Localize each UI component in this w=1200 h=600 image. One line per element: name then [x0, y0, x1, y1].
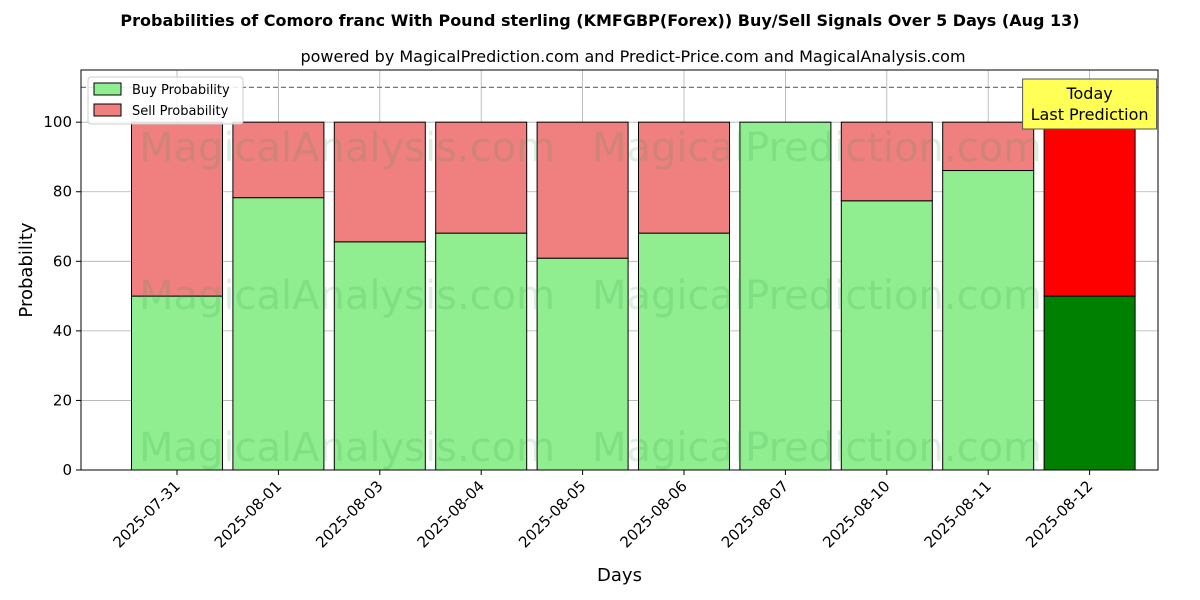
- watermark-text: MagicalAnalysis.com: [139, 425, 555, 471]
- x-tick-label: 2025-08-01: [211, 477, 285, 551]
- annotation-box: [1022, 78, 1158, 130]
- x-axis-label: Days: [597, 565, 642, 586]
- chart-subtitle: powered by MagicalPrediction.com and Pre…: [300, 47, 965, 66]
- bar-sell: [333, 121, 426, 243]
- watermark-text: MagicalPrediction.com: [592, 125, 1042, 171]
- x-tick-label: 2025-08-11: [921, 477, 995, 551]
- bar-buy: [1043, 295, 1136, 471]
- bar-buy: [942, 170, 1035, 471]
- legend-buy-swatch: [93, 82, 122, 96]
- bar-buy: [333, 241, 426, 471]
- bar-buy: [840, 200, 933, 471]
- x-tick-label: 2025-08-04: [414, 477, 488, 551]
- bar-sell: [638, 121, 730, 234]
- y-tick-label: 40: [53, 322, 72, 340]
- watermark-text: MagicalAnalysis.com: [139, 125, 555, 171]
- bar-sell: [435, 121, 528, 234]
- x-tick-label: 2025-08-06: [616, 477, 690, 551]
- annotation-line-2: Last Prediction: [1031, 105, 1149, 124]
- y-tick-label: 60: [53, 252, 72, 270]
- annotation-line-1: Today: [1065, 84, 1112, 103]
- legend-sell-swatch: [93, 103, 122, 117]
- legend-box: [87, 76, 244, 125]
- x-tick-label: 2025-07-31: [109, 477, 183, 551]
- chart-title: Probabilities of Comoro franc With Pound…: [120, 11, 1079, 30]
- x-tick-label: 2025-08-07: [718, 477, 792, 551]
- bar-sell: [840, 121, 933, 202]
- watermarks: MagicalAnalysis.com MagicalPrediction.com…: [139, 125, 1042, 471]
- bar-sell: [942, 121, 1035, 172]
- legend-sell-label: Sell Probability: [132, 104, 229, 119]
- legend: Buy Probability Sell Probability: [87, 76, 244, 125]
- bar-buy: [536, 257, 629, 471]
- bars: [131, 121, 1136, 471]
- bar-buy: [131, 295, 223, 471]
- today-annotation: Today Last Prediction: [1022, 78, 1158, 130]
- bar-buy: [638, 232, 730, 471]
- bar-sell: [131, 121, 223, 297]
- legend-buy-label: Buy Probability: [132, 83, 230, 98]
- x-tick-label: 2025-08-10: [819, 477, 893, 551]
- watermark-text: MagicalPrediction.com: [592, 425, 1042, 471]
- bar-buy: [435, 232, 528, 471]
- x-tick-label: 2025-08-05: [515, 477, 589, 551]
- bar-buy: [739, 121, 832, 471]
- y-tick-label: 100: [43, 113, 72, 131]
- bar-sell: [536, 121, 629, 259]
- bar-sell: [232, 121, 325, 199]
- watermark-text: MagicalPrediction.com: [592, 273, 1042, 319]
- watermark-text: MagicalAnalysis.com: [139, 273, 555, 319]
- bar-sell: [1043, 121, 1136, 297]
- plot-frame: [80, 69, 1159, 471]
- y-tick-label: 80: [53, 183, 72, 201]
- x-tick-label: 2025-08-03: [312, 477, 386, 551]
- y-axis-label: Probability: [16, 222, 37, 317]
- y-tick-label: 20: [53, 391, 72, 409]
- x-tick-label: 2025-08-12: [1022, 477, 1096, 551]
- y-tick-label: 0: [62, 461, 72, 479]
